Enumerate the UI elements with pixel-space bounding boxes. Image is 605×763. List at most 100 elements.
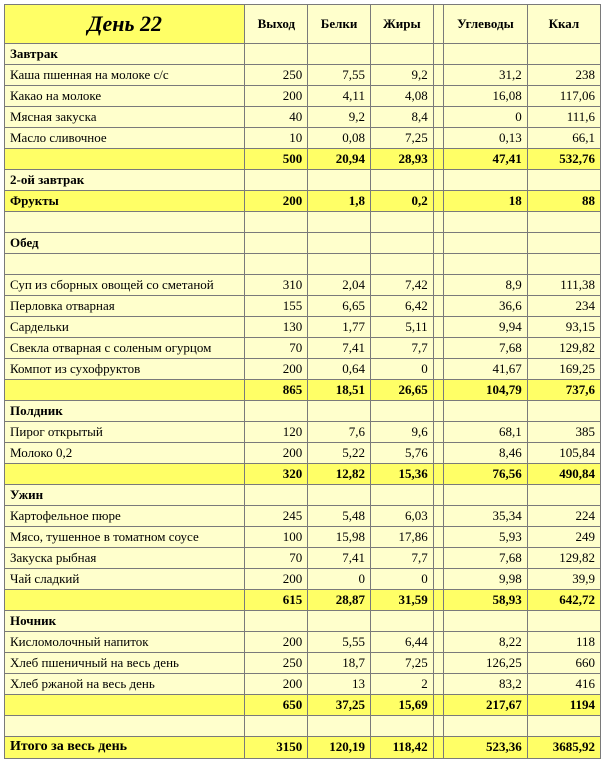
item-name: Кисломолочный напиток bbox=[5, 631, 245, 652]
gap-cell bbox=[433, 694, 443, 715]
subtotal-row: 61528,8731,5958,93642,72 bbox=[5, 589, 601, 610]
val-kcal: 169,25 bbox=[527, 358, 600, 379]
item-name: Свекла отварная с соленым огурцом bbox=[5, 337, 245, 358]
item-name: Хлеб ржаной на весь день bbox=[5, 673, 245, 694]
val-output: 250 bbox=[245, 652, 308, 673]
val-kcal: 3685,92 bbox=[527, 736, 600, 758]
section-header: Обед bbox=[5, 232, 601, 253]
item-row: Перловка отварная1556,656,4236,6234 bbox=[5, 295, 601, 316]
nutrition-table: День 22 Выход Белки Жиры Углеводы Ккал З… bbox=[4, 4, 601, 759]
val-kcal: 129,82 bbox=[527, 547, 600, 568]
col-protein: Белки bbox=[308, 5, 371, 44]
item-row: Хлеб пшеничный на весь день25018,77,2512… bbox=[5, 652, 601, 673]
val-output: 100 bbox=[245, 526, 308, 547]
item-name bbox=[5, 148, 245, 169]
item-name: Пирог открытый bbox=[5, 421, 245, 442]
item-row: Суп из сборных овощей со сметаной3102,04… bbox=[5, 274, 601, 295]
val-kcal: 118 bbox=[527, 631, 600, 652]
val-output: 10 bbox=[245, 127, 308, 148]
val-carbs: 36,6 bbox=[444, 295, 528, 316]
val-carbs: 8,22 bbox=[444, 631, 528, 652]
val-carbs: 7,68 bbox=[444, 337, 528, 358]
item-row: Закуска рыбная707,417,77,68129,82 bbox=[5, 547, 601, 568]
val-fat: 26,65 bbox=[370, 379, 433, 400]
val-kcal: 416 bbox=[527, 673, 600, 694]
item-name: Какао на молоке bbox=[5, 85, 245, 106]
val-fat: 28,93 bbox=[370, 148, 433, 169]
gap-cell bbox=[433, 673, 443, 694]
empty-row bbox=[5, 211, 601, 232]
val-fat: 31,59 bbox=[370, 589, 433, 610]
section-header: Ночник bbox=[5, 610, 601, 631]
item-row: Мясо, тушенное в томатном соусе10015,981… bbox=[5, 526, 601, 547]
val-carbs: 9,98 bbox=[444, 568, 528, 589]
section-header: Ужин bbox=[5, 484, 601, 505]
val-kcal: 93,15 bbox=[527, 316, 600, 337]
val-output: 310 bbox=[245, 274, 308, 295]
col-output: Выход bbox=[245, 5, 308, 44]
val-output: 650 bbox=[245, 694, 308, 715]
val-fat: 0,2 bbox=[370, 190, 433, 211]
val-output: 155 bbox=[245, 295, 308, 316]
gap-cell bbox=[433, 379, 443, 400]
gap-cell bbox=[433, 148, 443, 169]
gap-cell bbox=[433, 421, 443, 442]
val-kcal: 737,6 bbox=[527, 379, 600, 400]
gap-cell bbox=[433, 526, 443, 547]
item-name bbox=[5, 379, 245, 400]
val-carbs: 523,36 bbox=[444, 736, 528, 758]
val-kcal: 117,06 bbox=[527, 85, 600, 106]
item-name: Сардельки bbox=[5, 316, 245, 337]
val-protein: 0 bbox=[308, 568, 371, 589]
val-fat: 7,7 bbox=[370, 337, 433, 358]
val-carbs: 9,94 bbox=[444, 316, 528, 337]
val-fat: 7,7 bbox=[370, 547, 433, 568]
val-output: 40 bbox=[245, 106, 308, 127]
val-protein: 15,98 bbox=[308, 526, 371, 547]
val-protein: 7,6 bbox=[308, 421, 371, 442]
item-name: Закуска рыбная bbox=[5, 547, 245, 568]
val-carbs: 5,93 bbox=[444, 526, 528, 547]
item-name: Чай сладкий bbox=[5, 568, 245, 589]
item-row: Фрукты2001,80,21888 bbox=[5, 190, 601, 211]
val-fat: 5,11 bbox=[370, 316, 433, 337]
val-output: 70 bbox=[245, 547, 308, 568]
val-carbs: 58,93 bbox=[444, 589, 528, 610]
item-row: Компот из сухофруктов2000,64041,67169,25 bbox=[5, 358, 601, 379]
val-fat: 7,25 bbox=[370, 127, 433, 148]
val-protein: 1,77 bbox=[308, 316, 371, 337]
val-kcal: 224 bbox=[527, 505, 600, 526]
val-output: 200 bbox=[245, 631, 308, 652]
val-kcal: 39,9 bbox=[527, 568, 600, 589]
val-protein: 7,55 bbox=[308, 64, 371, 85]
val-fat: 7,25 bbox=[370, 652, 433, 673]
val-kcal: 490,84 bbox=[527, 463, 600, 484]
item-row: Хлеб ржаной на весь день20013283,2416 bbox=[5, 673, 601, 694]
val-protein: 37,25 bbox=[308, 694, 371, 715]
subtotal-row: 65037,2515,69217,671194 bbox=[5, 694, 601, 715]
item-name bbox=[5, 463, 245, 484]
section-name: 2-ой завтрак bbox=[5, 169, 245, 190]
val-output: 200 bbox=[245, 85, 308, 106]
item-row: Какао на молоке2004,114,0816,08117,06 bbox=[5, 85, 601, 106]
val-fat: 8,4 bbox=[370, 106, 433, 127]
val-protein: 0,08 bbox=[308, 127, 371, 148]
gap-cell bbox=[433, 316, 443, 337]
item-name: Перловка отварная bbox=[5, 295, 245, 316]
gap-cell bbox=[433, 190, 443, 211]
item-row: Молоко 0,22005,225,768,46105,84 bbox=[5, 442, 601, 463]
val-output: 200 bbox=[245, 673, 308, 694]
val-fat: 9,2 bbox=[370, 64, 433, 85]
val-output: 500 bbox=[245, 148, 308, 169]
gap-cell bbox=[433, 64, 443, 85]
val-output: 865 bbox=[245, 379, 308, 400]
gap-cell bbox=[433, 85, 443, 106]
subtotal-row: 86518,5126,65104,79737,6 bbox=[5, 379, 601, 400]
col-carbs: Углеводы bbox=[444, 5, 528, 44]
gap-cell bbox=[433, 589, 443, 610]
val-output: 200 bbox=[245, 358, 308, 379]
val-kcal: 238 bbox=[527, 64, 600, 85]
val-protein: 18,7 bbox=[308, 652, 371, 673]
gap-cell bbox=[433, 505, 443, 526]
val-output: 70 bbox=[245, 337, 308, 358]
